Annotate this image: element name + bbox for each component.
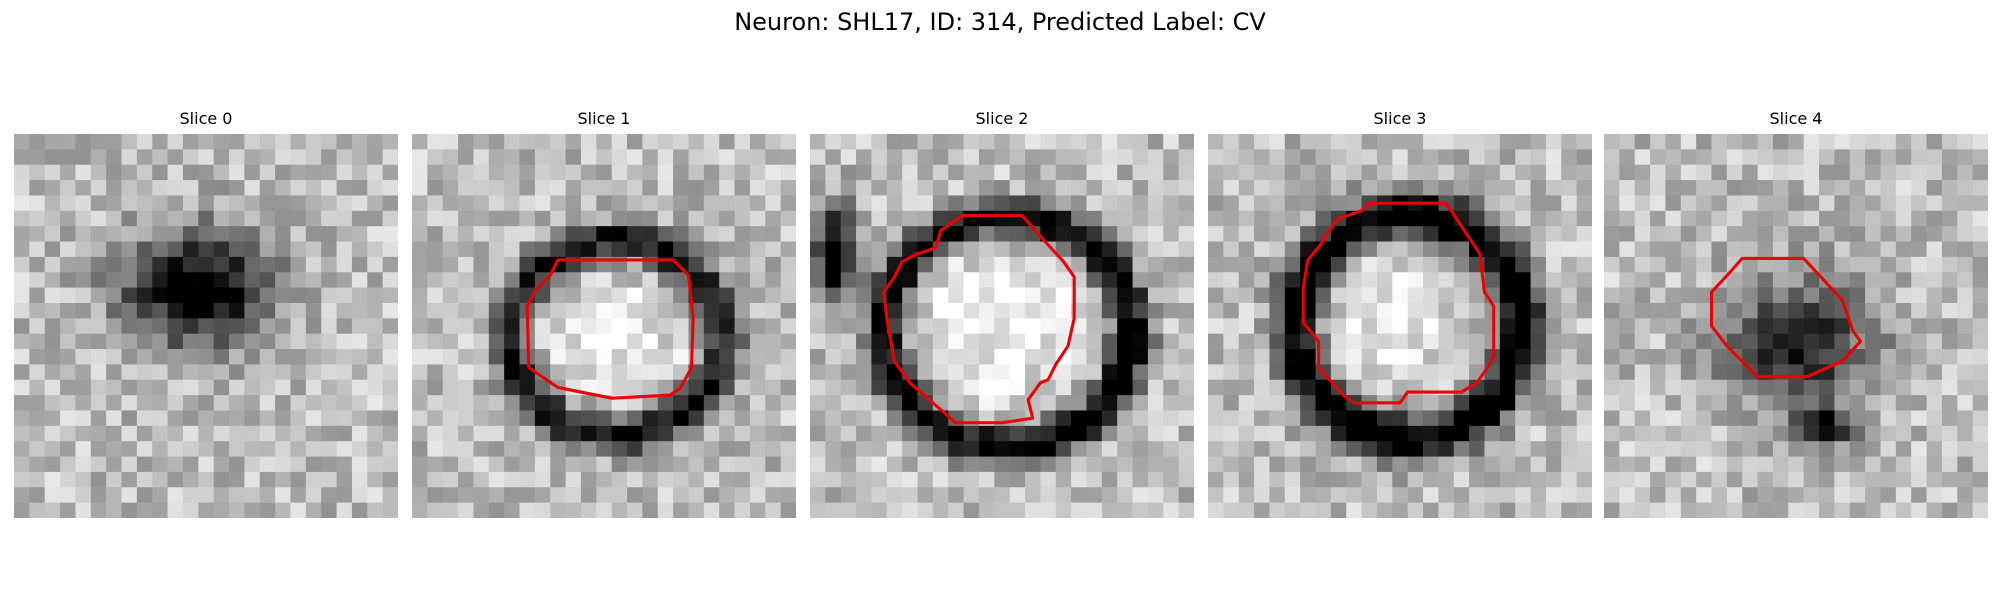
slice-panel: Slice 3 xyxy=(1208,108,1592,518)
slice-title: Slice 1 xyxy=(577,109,631,128)
slice-image xyxy=(810,134,1194,518)
slice-panel: Slice 4 xyxy=(1604,108,1988,518)
slice-panel: Slice 0 xyxy=(14,108,398,518)
pixel-grid xyxy=(1208,134,1592,518)
pixel-grid xyxy=(1604,134,1988,518)
segmentation-contour xyxy=(882,213,1076,425)
segmentation-contour xyxy=(525,258,695,400)
slice-title: Slice 4 xyxy=(1769,109,1823,128)
pixel-grid xyxy=(810,134,1194,518)
figure-title: Neuron: SHL17, ID: 314, Predicted Label:… xyxy=(734,8,1266,36)
slice-image xyxy=(14,134,398,518)
pixel-grid xyxy=(14,134,398,518)
slice-panel: Slice 2 xyxy=(810,108,1194,518)
segmentation-contour xyxy=(1709,256,1863,379)
slice-image xyxy=(1208,134,1592,518)
pixel-grid xyxy=(412,134,796,518)
segmentation-contour xyxy=(1301,201,1496,405)
slice-panel: Slice 1 xyxy=(412,108,796,518)
slice-title: Slice 3 xyxy=(1373,109,1427,128)
slice-image xyxy=(412,134,796,518)
slice-title: Slice 0 xyxy=(179,109,233,128)
slice-title: Slice 2 xyxy=(975,109,1029,128)
slice-image xyxy=(1604,134,1988,518)
